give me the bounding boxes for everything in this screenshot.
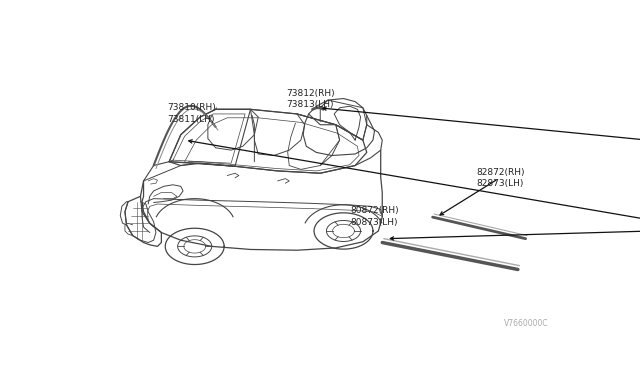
Text: V7660000C: V7660000C: [504, 319, 548, 328]
Text: 73810(RH): 73810(RH): [167, 103, 216, 112]
Text: 82873(LH): 82873(LH): [477, 179, 524, 188]
Text: 82872(RH): 82872(RH): [477, 168, 525, 177]
Text: 73813(LH): 73813(LH): [286, 100, 333, 109]
Text: 73811(LH): 73811(LH): [167, 115, 214, 124]
Text: 73812(RH): 73812(RH): [286, 89, 335, 98]
Text: 80872(RH): 80872(RH): [350, 206, 399, 215]
Text: 80873(LH): 80873(LH): [350, 218, 398, 227]
